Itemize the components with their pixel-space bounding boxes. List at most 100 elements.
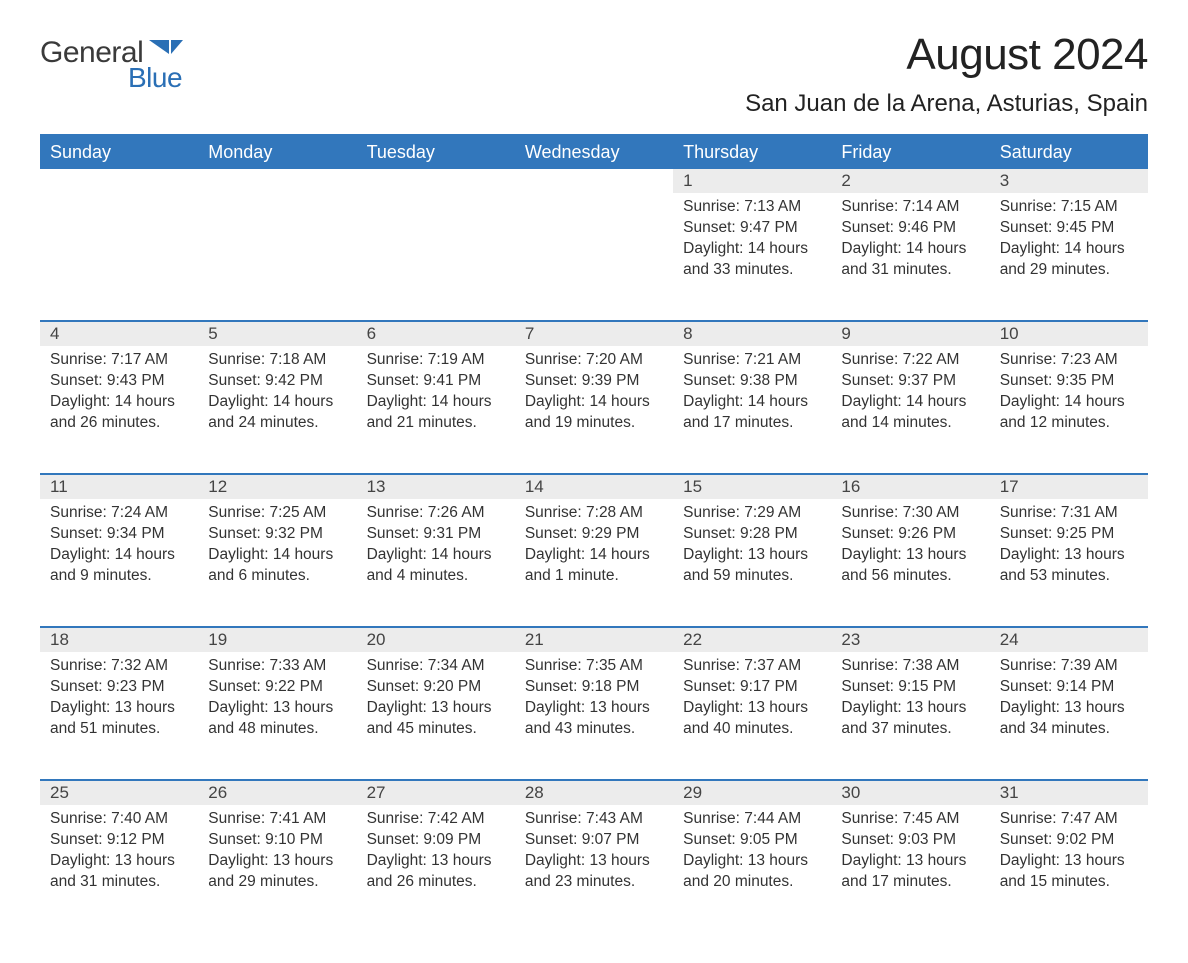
daylight-line: Daylight: 14 hours and 14 minutes. bbox=[841, 392, 979, 434]
day-info-cell: Sunrise: 7:30 AMSunset: 9:26 PMDaylight:… bbox=[831, 499, 989, 627]
location-subtitle: San Juan de la Arena, Asturias, Spain bbox=[745, 90, 1148, 118]
daylight-line: Daylight: 13 hours and 20 minutes. bbox=[683, 851, 821, 893]
calendar-table: SundayMondayTuesdayWednesdayThursdayFrid… bbox=[40, 134, 1148, 933]
day-number-cell bbox=[515, 169, 673, 193]
day-number-cell: 22 bbox=[673, 627, 831, 652]
daylight-line: Daylight: 14 hours and 26 minutes. bbox=[50, 392, 188, 434]
day-info-row: Sunrise: 7:40 AMSunset: 9:12 PMDaylight:… bbox=[40, 805, 1148, 933]
day-info-row: Sunrise: 7:13 AMSunset: 9:47 PMDaylight:… bbox=[40, 193, 1148, 321]
daylight-line: Daylight: 13 hours and 53 minutes. bbox=[1000, 545, 1138, 587]
weekday-header: Thursday bbox=[673, 135, 831, 169]
day-info-cell bbox=[40, 193, 198, 321]
sunrise-line: Sunrise: 7:13 AM bbox=[683, 197, 821, 218]
daylight-line: Daylight: 13 hours and 23 minutes. bbox=[525, 851, 663, 893]
sunset-line: Sunset: 9:46 PM bbox=[841, 218, 979, 239]
daynum-row: 123 bbox=[40, 169, 1148, 193]
day-info-cell: Sunrise: 7:32 AMSunset: 9:23 PMDaylight:… bbox=[40, 652, 198, 780]
sunrise-line: Sunrise: 7:23 AM bbox=[1000, 350, 1138, 371]
sunrise-line: Sunrise: 7:22 AM bbox=[841, 350, 979, 371]
sunset-line: Sunset: 9:14 PM bbox=[1000, 677, 1138, 698]
daylight-line: Daylight: 13 hours and 34 minutes. bbox=[1000, 698, 1138, 740]
day-number-cell: 4 bbox=[40, 321, 198, 346]
day-info-cell: Sunrise: 7:40 AMSunset: 9:12 PMDaylight:… bbox=[40, 805, 198, 933]
logo: General Blue bbox=[40, 30, 183, 94]
day-number-cell: 23 bbox=[831, 627, 989, 652]
day-info-row: Sunrise: 7:32 AMSunset: 9:23 PMDaylight:… bbox=[40, 652, 1148, 780]
daylight-line: Daylight: 14 hours and 6 minutes. bbox=[208, 545, 346, 587]
day-info-cell: Sunrise: 7:34 AMSunset: 9:20 PMDaylight:… bbox=[357, 652, 515, 780]
weekday-header: Friday bbox=[831, 135, 989, 169]
weekday-header: Tuesday bbox=[357, 135, 515, 169]
sunset-line: Sunset: 9:10 PM bbox=[208, 830, 346, 851]
day-info-cell: Sunrise: 7:17 AMSunset: 9:43 PMDaylight:… bbox=[40, 346, 198, 474]
day-number-cell: 13 bbox=[357, 474, 515, 499]
sunrise-line: Sunrise: 7:20 AM bbox=[525, 350, 663, 371]
sunrise-line: Sunrise: 7:35 AM bbox=[525, 656, 663, 677]
day-number-cell: 28 bbox=[515, 780, 673, 805]
sunrise-line: Sunrise: 7:14 AM bbox=[841, 197, 979, 218]
sunrise-line: Sunrise: 7:44 AM bbox=[683, 809, 821, 830]
day-info-row: Sunrise: 7:24 AMSunset: 9:34 PMDaylight:… bbox=[40, 499, 1148, 627]
sunrise-line: Sunrise: 7:19 AM bbox=[367, 350, 505, 371]
day-info-cell: Sunrise: 7:37 AMSunset: 9:17 PMDaylight:… bbox=[673, 652, 831, 780]
sunset-line: Sunset: 9:03 PM bbox=[841, 830, 979, 851]
day-info-cell: Sunrise: 7:28 AMSunset: 9:29 PMDaylight:… bbox=[515, 499, 673, 627]
daylight-line: Daylight: 14 hours and 17 minutes. bbox=[683, 392, 821, 434]
day-info-cell: Sunrise: 7:14 AMSunset: 9:46 PMDaylight:… bbox=[831, 193, 989, 321]
sunset-line: Sunset: 9:35 PM bbox=[1000, 371, 1138, 392]
sunrise-line: Sunrise: 7:31 AM bbox=[1000, 503, 1138, 524]
sunrise-line: Sunrise: 7:40 AM bbox=[50, 809, 188, 830]
day-number-cell: 25 bbox=[40, 780, 198, 805]
day-number-cell: 21 bbox=[515, 627, 673, 652]
day-number-cell: 2 bbox=[831, 169, 989, 193]
day-info-cell bbox=[515, 193, 673, 321]
daylight-line: Daylight: 13 hours and 59 minutes. bbox=[683, 545, 821, 587]
daylight-line: Daylight: 14 hours and 21 minutes. bbox=[367, 392, 505, 434]
day-number-cell: 19 bbox=[198, 627, 356, 652]
sunrise-line: Sunrise: 7:43 AM bbox=[525, 809, 663, 830]
sunrise-line: Sunrise: 7:29 AM bbox=[683, 503, 821, 524]
sunrise-line: Sunrise: 7:28 AM bbox=[525, 503, 663, 524]
weekday-header: Wednesday bbox=[515, 135, 673, 169]
day-info-cell: Sunrise: 7:35 AMSunset: 9:18 PMDaylight:… bbox=[515, 652, 673, 780]
daylight-line: Daylight: 14 hours and 12 minutes. bbox=[1000, 392, 1138, 434]
sunset-line: Sunset: 9:39 PM bbox=[525, 371, 663, 392]
sunrise-line: Sunrise: 7:38 AM bbox=[841, 656, 979, 677]
day-info-cell: Sunrise: 7:29 AMSunset: 9:28 PMDaylight:… bbox=[673, 499, 831, 627]
sunset-line: Sunset: 9:09 PM bbox=[367, 830, 505, 851]
day-number-cell bbox=[357, 169, 515, 193]
daynum-row: 18192021222324 bbox=[40, 627, 1148, 652]
day-info-cell bbox=[357, 193, 515, 321]
daylight-line: Daylight: 14 hours and 9 minutes. bbox=[50, 545, 188, 587]
day-info-cell: Sunrise: 7:19 AMSunset: 9:41 PMDaylight:… bbox=[357, 346, 515, 474]
sunrise-line: Sunrise: 7:41 AM bbox=[208, 809, 346, 830]
daynum-row: 45678910 bbox=[40, 321, 1148, 346]
daylight-line: Daylight: 13 hours and 15 minutes. bbox=[1000, 851, 1138, 893]
sunset-line: Sunset: 9:26 PM bbox=[841, 524, 979, 545]
day-number-cell: 30 bbox=[831, 780, 989, 805]
daylight-line: Daylight: 14 hours and 31 minutes. bbox=[841, 239, 979, 281]
day-info-cell: Sunrise: 7:24 AMSunset: 9:34 PMDaylight:… bbox=[40, 499, 198, 627]
day-number-cell: 14 bbox=[515, 474, 673, 499]
day-number-cell: 9 bbox=[831, 321, 989, 346]
day-number-cell: 6 bbox=[357, 321, 515, 346]
sunrise-line: Sunrise: 7:21 AM bbox=[683, 350, 821, 371]
day-info-cell bbox=[198, 193, 356, 321]
day-info-cell: Sunrise: 7:23 AMSunset: 9:35 PMDaylight:… bbox=[990, 346, 1148, 474]
sunset-line: Sunset: 9:20 PM bbox=[367, 677, 505, 698]
day-number-cell: 18 bbox=[40, 627, 198, 652]
sunset-line: Sunset: 9:29 PM bbox=[525, 524, 663, 545]
sunrise-line: Sunrise: 7:18 AM bbox=[208, 350, 346, 371]
month-title: August 2024 bbox=[745, 30, 1148, 80]
sunrise-line: Sunrise: 7:17 AM bbox=[50, 350, 188, 371]
daylight-line: Daylight: 14 hours and 1 minute. bbox=[525, 545, 663, 587]
sunrise-line: Sunrise: 7:42 AM bbox=[367, 809, 505, 830]
sunset-line: Sunset: 9:22 PM bbox=[208, 677, 346, 698]
sunrise-line: Sunrise: 7:30 AM bbox=[841, 503, 979, 524]
day-info-cell: Sunrise: 7:41 AMSunset: 9:10 PMDaylight:… bbox=[198, 805, 356, 933]
daylight-line: Daylight: 14 hours and 29 minutes. bbox=[1000, 239, 1138, 281]
sunset-line: Sunset: 9:02 PM bbox=[1000, 830, 1138, 851]
sunset-line: Sunset: 9:41 PM bbox=[367, 371, 505, 392]
day-info-cell: Sunrise: 7:33 AMSunset: 9:22 PMDaylight:… bbox=[198, 652, 356, 780]
day-info-cell: Sunrise: 7:15 AMSunset: 9:45 PMDaylight:… bbox=[990, 193, 1148, 321]
